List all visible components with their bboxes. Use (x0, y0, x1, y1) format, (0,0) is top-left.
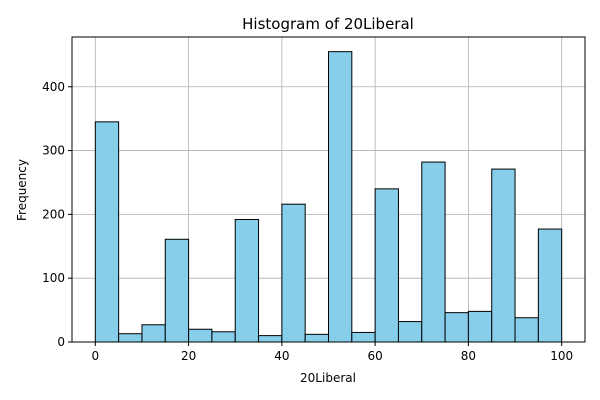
x-tick-label-0: 0 (91, 349, 99, 363)
y-axis-ticks: 0 100 200 300 400 (42, 80, 72, 349)
histogram-bar-7 (258, 335, 283, 343)
y-tick-label-0: 0 (57, 335, 65, 349)
histogram-bar-14 (421, 161, 446, 343)
y-tick-label-4: 400 (42, 80, 65, 94)
histogram-bar-16 (467, 310, 493, 343)
histogram-bar-11 (351, 331, 376, 343)
histogram-bar-9 (304, 333, 330, 343)
y-tick-label-1: 100 (42, 271, 65, 285)
x-tick-label-3: 60 (367, 349, 382, 363)
plot-frame (71, 36, 586, 343)
x-tick-label-1: 20 (181, 349, 196, 363)
histogram-bar-15 (444, 312, 469, 343)
bars (94, 51, 563, 343)
histogram-bar-18 (514, 317, 539, 343)
histogram-bar-3 (164, 238, 190, 343)
histogram-bar-0 (94, 121, 120, 343)
histogram-bar-12 (374, 188, 399, 343)
histogram-bar-10 (328, 51, 353, 343)
histogram-bar-19 (537, 228, 563, 343)
histogram-bar-6 (234, 218, 260, 343)
histogram-bar-8 (281, 203, 306, 343)
x-axis-ticks: 0 20 40 60 80 100 (91, 342, 573, 363)
x-tick-label-5: 100 (550, 349, 573, 363)
y-tick-label-2: 200 (42, 207, 65, 221)
x-axis-label: 20Liberal (300, 371, 356, 385)
x-tick-label-4: 80 (461, 349, 476, 363)
histogram-bar-4 (188, 328, 213, 343)
x-tick-label-2: 40 (274, 349, 289, 363)
chart-title: Histogram of 20Liberal (242, 15, 414, 33)
histogram-bar-5 (211, 331, 236, 343)
histogram-bar-2 (141, 324, 166, 343)
y-axis-label: Frequency (15, 159, 29, 221)
histogram-bar-1 (118, 333, 143, 343)
histogram-bar-13 (397, 321, 423, 343)
histogram-bar-17 (491, 168, 516, 343)
y-tick-label-3: 300 (42, 144, 65, 158)
